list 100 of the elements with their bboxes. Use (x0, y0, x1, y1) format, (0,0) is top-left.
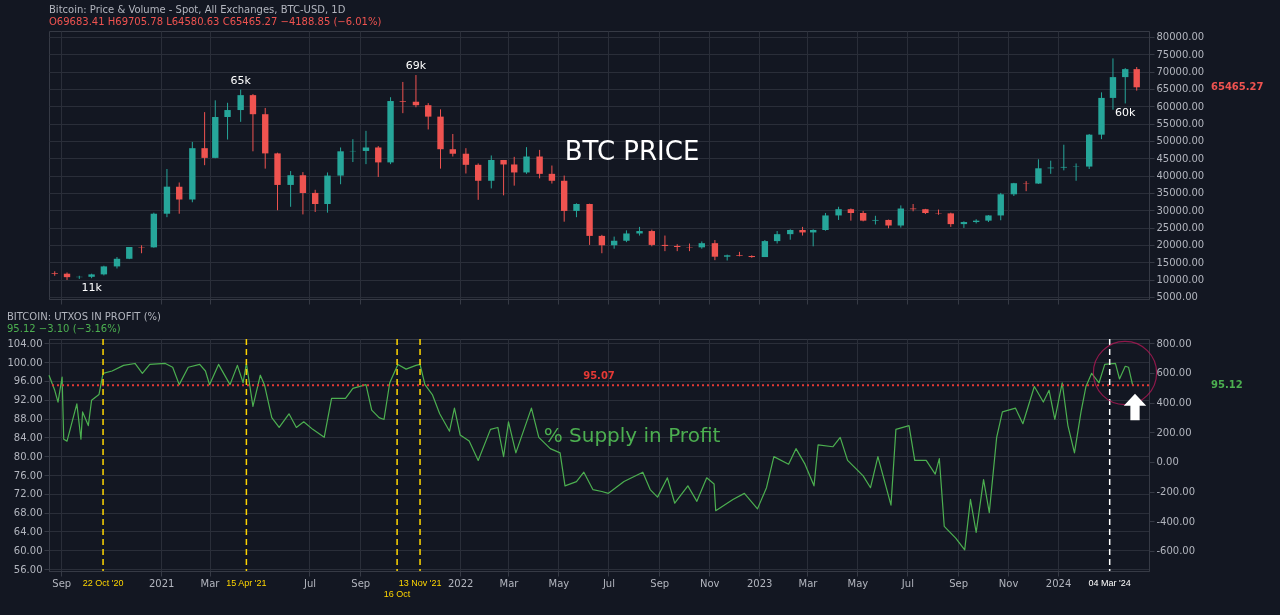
y-tick-label: 40000.00 (1156, 170, 1205, 182)
candlestick (474, 162, 482, 201)
y-tick-label: 76.00 (13, 469, 43, 481)
candlestick (960, 220, 968, 229)
y-tick-label: 35000.00 (1156, 187, 1205, 199)
x-tick-label: Sep (650, 577, 670, 589)
x-tick-label: 2023 (746, 577, 773, 589)
candlestick (287, 170, 294, 208)
candlestick (362, 130, 370, 165)
y-tick-label: 56.00 (13, 563, 43, 575)
x-tick-label: Sep (351, 577, 371, 589)
y-tick-label: 5000.00 (1156, 291, 1198, 303)
x-tick-label: Mar (200, 577, 221, 589)
candlestick (997, 192, 1004, 221)
y2-tick-label: 600.00 (1156, 367, 1192, 379)
annotation: 69k (405, 59, 427, 73)
candlestick (488, 154, 495, 189)
y-tick-label: 45000.00 (1156, 152, 1205, 164)
candlestick (201, 111, 208, 166)
x-tick-label: Nov (699, 577, 720, 589)
x-tick-label: Mar (499, 577, 520, 589)
candlestick (237, 89, 244, 123)
chart-subtitle: O69683.41 H69705.78 L64580.63 C65465.27 −4188.85 (−6.01%) (49, 16, 382, 27)
annotation: 60k (1115, 106, 1137, 120)
candlestick (598, 234, 606, 254)
candlestick (511, 156, 518, 187)
candlestick (299, 171, 307, 215)
y-tick-label: 64.00 (13, 525, 43, 537)
x-tick-label: 2024 (1045, 577, 1072, 589)
chart-title: Bitcoin: Price & Volume - Spot, All Exchanges, BTC-USD, 1D (49, 4, 346, 15)
y-tick-label: 50000.00 (1156, 135, 1205, 147)
x-tick-label: Jul (302, 577, 316, 589)
y2-tick-label: 0.00 (1156, 456, 1179, 468)
text: 95.12 (1211, 379, 1243, 391)
x-tick-label: Jul (900, 577, 914, 589)
x-tick-label: Mar (798, 577, 819, 589)
y-tick-label: 10000.00 (1156, 274, 1205, 286)
y-tick-label: 80000.00 (1156, 31, 1205, 43)
candlestick (449, 133, 456, 158)
chart-subtitle: 95.12 −3.10 (−3.16%) (7, 323, 121, 335)
candlestick (1109, 57, 1117, 111)
ref-line-label: 15 Apr '21 (226, 578, 267, 588)
annotation: BTC PRICE (564, 135, 700, 166)
candlestick (536, 149, 543, 179)
candlestick (1133, 66, 1140, 92)
y-tick-label: 72.00 (13, 488, 43, 500)
y2-tick-label: -600.00 (1156, 545, 1196, 557)
y2-tick-label: 200.00 (1156, 426, 1192, 438)
candlestick (523, 146, 530, 175)
candlestick (249, 93, 257, 152)
candlestick (1122, 67, 1129, 104)
y-tick-label: 100.00 (7, 356, 43, 368)
y-tick-label: 84.00 (13, 431, 43, 443)
y-tick-label: 30000.00 (1156, 204, 1205, 216)
ref-line-label: 13 Nov '21 (398, 578, 442, 588)
candlestick (1035, 158, 1042, 185)
annotation: 65k (230, 73, 252, 87)
y-tick-label: 96.00 (13, 375, 43, 387)
candlestick (224, 102, 231, 141)
y2-tick-label: 400.00 (1156, 397, 1192, 409)
y-tick-label: 75000.00 (1156, 48, 1205, 60)
x-tick-label: Sep (949, 577, 969, 589)
line-series (48, 362, 1134, 551)
y-tick-label: 70000.00 (1156, 66, 1205, 78)
ref-line-label: 95.07 (583, 370, 615, 382)
y2-tick-label: 800.00 (1156, 337, 1192, 349)
x-tick-label: May (847, 577, 869, 589)
x-tick-label: Jul (601, 577, 615, 589)
ref-line-label: 22 Oct '20 (82, 578, 124, 588)
candlestick (375, 145, 382, 178)
candlestick (548, 165, 556, 185)
text: 65465.27 (1211, 81, 1264, 93)
candlestick (1022, 180, 1030, 192)
candlestick (425, 102, 432, 130)
y-tick-label: 20000.00 (1156, 239, 1205, 251)
candlestick (847, 208, 855, 222)
y-tick-label: 88.00 (13, 413, 43, 425)
x-tick-label: May (548, 577, 570, 589)
y-tick-label: 60.00 (13, 544, 43, 556)
annotation: 11k (81, 281, 103, 295)
y-tick-label: 68.00 (13, 507, 43, 519)
y-tick-label: 60000.00 (1156, 100, 1205, 112)
ref-line-label: 16 Oct (383, 589, 411, 599)
candlestick (312, 189, 319, 213)
y-tick-label: 55000.00 (1156, 118, 1205, 130)
candlestick (773, 230, 781, 245)
x-tick-label: 2022 (447, 577, 474, 589)
x-tick-label: Sep (52, 577, 72, 589)
y-tick-label: 80.00 (13, 450, 43, 462)
y-tick-label: 65000.00 (1156, 83, 1205, 95)
ref-line-label: 04 Mar '24 (1088, 578, 1131, 588)
candlestick (711, 239, 719, 261)
candlestick (1060, 144, 1068, 171)
x-tick-label: Nov (998, 577, 1019, 589)
annotation: % Supply in Profit (543, 423, 721, 448)
chart-title: BITCOIN: UTXOS IN PROFIT (%) (7, 311, 162, 323)
y-tick-label: 25000.00 (1156, 222, 1205, 234)
y-tick-label: 104.00 (7, 337, 43, 349)
x-tick-label: 2021 (148, 577, 175, 589)
candlestick (399, 81, 407, 114)
